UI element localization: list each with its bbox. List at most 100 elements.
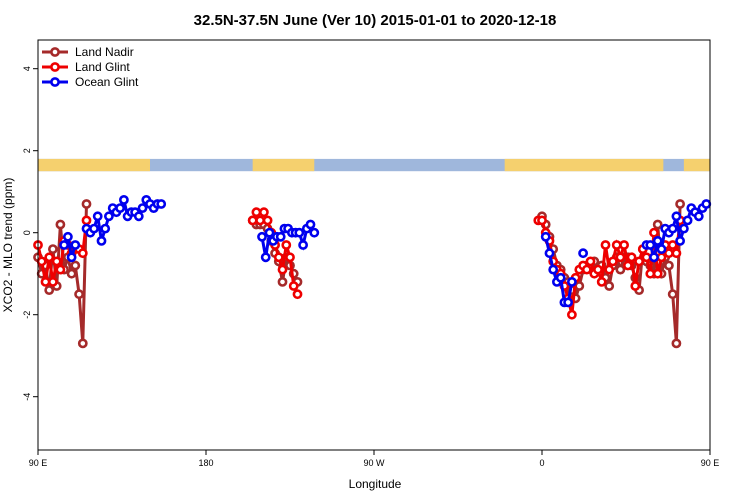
land-glint-point xyxy=(77,248,88,259)
ocean-glint-point xyxy=(294,227,305,238)
ocean-glint-point xyxy=(92,211,103,222)
land-glint-point xyxy=(608,256,618,267)
land-glint-point xyxy=(671,248,682,259)
legend-marker xyxy=(50,77,60,87)
land-glint-point xyxy=(641,252,652,263)
land-glint-point xyxy=(667,240,678,250)
land-band-segment xyxy=(683,158,710,172)
ocean-glint-point xyxy=(137,203,148,213)
ocean-glint-point xyxy=(567,276,577,287)
land-nadir-point xyxy=(74,289,84,300)
land-glint-point xyxy=(258,207,269,218)
ocean-glint-point xyxy=(257,231,267,242)
land-glint-point xyxy=(44,252,55,263)
land-glint-point xyxy=(537,215,547,226)
land-glint-point xyxy=(649,227,659,238)
land-nadir-point xyxy=(652,219,663,230)
ocean-glint-point xyxy=(133,211,144,222)
land-glint-point xyxy=(581,264,592,275)
ocean-glint-point xyxy=(89,223,99,234)
x-tick-label: 90 E xyxy=(29,458,48,468)
land-band-segment xyxy=(252,158,315,172)
land-glint-point xyxy=(630,281,641,291)
land-nadir-point xyxy=(70,260,81,271)
legend-label: Land Nadir xyxy=(75,45,134,59)
legend-label: Land Glint xyxy=(75,60,130,74)
land-glint-point xyxy=(626,252,637,263)
ocean-glint-point xyxy=(656,244,667,254)
land-glint-point xyxy=(664,248,674,259)
ocean-glint-point xyxy=(645,240,656,250)
ocean-glint-point xyxy=(104,211,114,222)
land-glint-point xyxy=(593,264,603,275)
land-glint-point xyxy=(634,256,644,267)
legend-label: Ocean Glint xyxy=(75,75,139,89)
x-tick-label: 0 xyxy=(539,458,544,468)
land-glint-point xyxy=(656,252,667,263)
ocean-glint-point xyxy=(66,252,77,263)
ocean-glint-point xyxy=(115,203,125,213)
land-nadir-point xyxy=(277,276,288,287)
x-tick-label: 180 xyxy=(198,458,213,468)
ocean-glint-point xyxy=(682,215,693,226)
land-glint-point xyxy=(619,240,629,250)
y-axis-label: XCO2 - MLO trend (ppm) xyxy=(1,178,15,313)
land-nadir-point xyxy=(671,338,682,349)
chart-title: 32.5N-37.5N June (Ver 10) 2015-01-01 to … xyxy=(194,12,557,29)
land-glint-point xyxy=(277,264,288,275)
land-mask-band xyxy=(38,158,710,172)
ocean-glint-point xyxy=(59,240,69,250)
land-band-segment xyxy=(38,158,150,172)
land-glint-point xyxy=(585,256,596,267)
ocean-glint-point xyxy=(119,194,129,205)
land-glint-point xyxy=(285,252,295,263)
legend-marker xyxy=(50,47,60,57)
ocean-glint-point xyxy=(264,227,275,238)
legend-marker xyxy=(50,62,60,72)
ocean-glint-point xyxy=(563,297,573,308)
ocean-glint-point xyxy=(548,264,559,275)
land-glint-series xyxy=(33,207,685,320)
land-glint-point xyxy=(251,207,262,218)
y-tick-label: 0 xyxy=(22,230,32,235)
ocean-glint-point xyxy=(96,235,107,246)
land-glint-point xyxy=(652,268,663,279)
land-glint-point xyxy=(623,260,633,271)
land-glint-point xyxy=(51,256,62,267)
land-glint-point xyxy=(255,215,265,226)
ocean-glint-point xyxy=(298,240,308,250)
y-tick-label: 2 xyxy=(22,148,32,153)
ocean-glint-point xyxy=(544,248,555,259)
ocean-glint-point xyxy=(275,231,286,242)
land-band-segment xyxy=(504,158,664,172)
ocean-glint-point xyxy=(309,227,320,238)
land-glint-point xyxy=(81,215,92,226)
land-nadir-point xyxy=(81,199,92,209)
land-nadir-point xyxy=(66,268,77,279)
ocean-glint-point xyxy=(649,252,659,263)
ocean-glint-point xyxy=(70,240,81,250)
land-glint-point xyxy=(48,276,58,287)
ocean-glint-point xyxy=(100,223,111,234)
land-nadir-point xyxy=(664,260,674,271)
ocean-glint-point xyxy=(701,199,712,209)
land-nadir-point xyxy=(48,244,58,254)
land-nadir-point xyxy=(77,338,88,349)
land-nadir-point xyxy=(604,281,615,291)
ocean-glint-point xyxy=(671,211,682,222)
x-tick-label: 90 W xyxy=(363,458,385,468)
ocean-glint-point xyxy=(675,235,685,246)
land-glint-point xyxy=(604,264,615,275)
ocean-glint-point xyxy=(693,211,704,222)
series-layer xyxy=(33,194,712,349)
land-glint-point xyxy=(615,252,626,263)
ocean-glint-point xyxy=(652,235,663,246)
land-glint-point xyxy=(600,240,611,250)
y-tick-label: 4 xyxy=(22,66,32,71)
land-glint-point xyxy=(288,281,299,291)
land-nadir-point xyxy=(574,281,585,291)
land-glint-point xyxy=(273,252,284,263)
land-glint-point xyxy=(596,276,607,287)
land-glint-point xyxy=(55,264,66,275)
